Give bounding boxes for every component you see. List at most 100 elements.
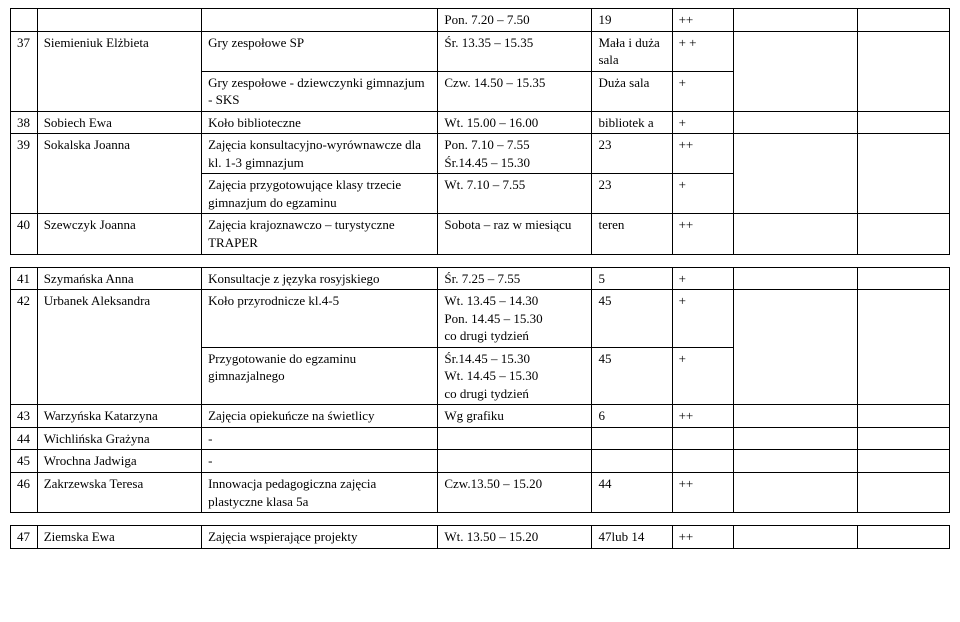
cell: ++: [672, 526, 734, 549]
cell: 6: [592, 405, 672, 428]
cell: 41: [11, 267, 38, 290]
cell: Wt. 13.50 – 15.20: [438, 526, 592, 549]
cell: [202, 9, 438, 32]
cell: Siemieniuk Elżbieta: [37, 31, 201, 111]
cell: Czw.13.50 – 15.20: [438, 473, 592, 513]
cell: bibliotek a: [592, 111, 672, 134]
cell: 5: [592, 267, 672, 290]
cell: Śr. 13.35 – 15.35: [438, 31, 592, 71]
cell: [37, 9, 201, 32]
cell: 44: [11, 427, 38, 450]
cell: Gry zespołowe SP: [202, 31, 438, 71]
table-row: 39Sokalska JoannaZajęcia konsultacyjno-w…: [11, 134, 950, 174]
cell: 45: [592, 347, 672, 405]
cell: Wrochna Jadwiga: [37, 450, 201, 473]
cell: teren: [592, 214, 672, 254]
cell: [857, 526, 950, 549]
cell: Zajęcia opiekuńcze na świetlicy: [202, 405, 438, 428]
cell: [438, 450, 592, 473]
table-row: 44Wichlińska Grażyna-: [11, 427, 950, 450]
cell: Szewczyk Joanna: [37, 214, 201, 254]
cell: Ziemska Ewa: [37, 526, 201, 549]
cell: Sobiech Ewa: [37, 111, 201, 134]
cell: [857, 290, 950, 405]
cell: [734, 290, 857, 405]
cell: 39: [11, 134, 38, 214]
cell: 19: [592, 9, 672, 32]
table-row: 41Szymańska AnnaKonsultacje z języka ros…: [11, 267, 950, 290]
cell: Czw. 14.50 – 15.35: [438, 71, 592, 111]
cell: 40: [11, 214, 38, 254]
table-row: Pon. 7.20 – 7.5019++: [11, 9, 950, 32]
cell: [592, 427, 672, 450]
table-row: 42Urbanek AleksandraKoło przyrodnicze kl…: [11, 290, 950, 348]
cell: Mała i duża sala: [592, 31, 672, 71]
cell: [734, 214, 857, 254]
cell: + +: [672, 31, 734, 71]
cell: [734, 9, 857, 32]
cell: +: [672, 347, 734, 405]
cell: [857, 405, 950, 428]
cell: [857, 214, 950, 254]
cell: [438, 427, 592, 450]
cell: 37: [11, 31, 38, 111]
cell: [857, 473, 950, 513]
cell: Przygotowanie do egzaminu gimnazjalnego: [202, 347, 438, 405]
cell: Szymańska Anna: [37, 267, 201, 290]
cell: Urbanek Aleksandra: [37, 290, 201, 405]
cell: 46: [11, 473, 38, 513]
table-row: 45Wrochna Jadwiga-: [11, 450, 950, 473]
cell: Warzyńska Katarzyna: [37, 405, 201, 428]
cell: Zajęcia konsultacyjno-wyrównawcze dla kl…: [202, 134, 438, 174]
cell: Zajęcia przygotowujące klasy trzecie gim…: [202, 174, 438, 214]
cell: Zakrzewska Teresa: [37, 473, 201, 513]
cell: Koło biblioteczne: [202, 111, 438, 134]
cell: ++: [672, 473, 734, 513]
cell: Sobota – raz w miesiącu: [438, 214, 592, 254]
cell: 38: [11, 111, 38, 134]
cell: +: [672, 267, 734, 290]
table-row: 47Ziemska EwaZajęcia wspierające projekt…: [11, 526, 950, 549]
cell: ++: [672, 214, 734, 254]
cell: [734, 134, 857, 214]
schedule-table: Pon. 7.20 – 7.5019++37Siemieniuk Elżbiet…: [10, 8, 950, 255]
table-row: 38Sobiech EwaKoło biblioteczneWt. 15.00 …: [11, 111, 950, 134]
cell: ++: [672, 134, 734, 174]
cell: Wichlińska Grażyna: [37, 427, 201, 450]
cell: Koło przyrodnicze kl.4-5: [202, 290, 438, 348]
cell: [734, 526, 857, 549]
cell: [857, 427, 950, 450]
cell: ++: [672, 405, 734, 428]
cell: ++: [672, 9, 734, 32]
cell: 23: [592, 174, 672, 214]
cell: [592, 450, 672, 473]
cell: [857, 450, 950, 473]
table-row: 37Siemieniuk ElżbietaGry zespołowe SPŚr.…: [11, 31, 950, 71]
cell: [857, 111, 950, 134]
cell: Pon. 7.20 – 7.50: [438, 9, 592, 32]
cell: Innowacja pedagogiczna zajęcia plastyczn…: [202, 473, 438, 513]
cell: [857, 134, 950, 214]
cell: Pon. 7.10 – 7.55Śr.14.45 – 15.30: [438, 134, 592, 174]
cell: [734, 473, 857, 513]
table-row: 40Szewczyk JoannaZajęcia krajoznawczo – …: [11, 214, 950, 254]
table-row: 43Warzyńska KatarzynaZajęcia opiekuńcze …: [11, 405, 950, 428]
cell: Konsultacje z języka rosyjskiego: [202, 267, 438, 290]
cell: [734, 31, 857, 111]
cell: Wt. 7.10 – 7.55: [438, 174, 592, 214]
cell: Śr. 7.25 – 7.55: [438, 267, 592, 290]
cell: [857, 9, 950, 32]
cell: +: [672, 290, 734, 348]
cell: Wt. 15.00 – 16.00: [438, 111, 592, 134]
cell: +: [672, 111, 734, 134]
cell: Wt. 13.45 – 14.30Pon. 14.45 – 15.30co dr…: [438, 290, 592, 348]
cell: -: [202, 427, 438, 450]
cell: +: [672, 174, 734, 214]
cell: [11, 9, 38, 32]
cell: [857, 31, 950, 111]
cell: [672, 427, 734, 450]
cell: 45: [592, 290, 672, 348]
cell: -: [202, 450, 438, 473]
cell: 23: [592, 134, 672, 174]
cell: [734, 427, 857, 450]
